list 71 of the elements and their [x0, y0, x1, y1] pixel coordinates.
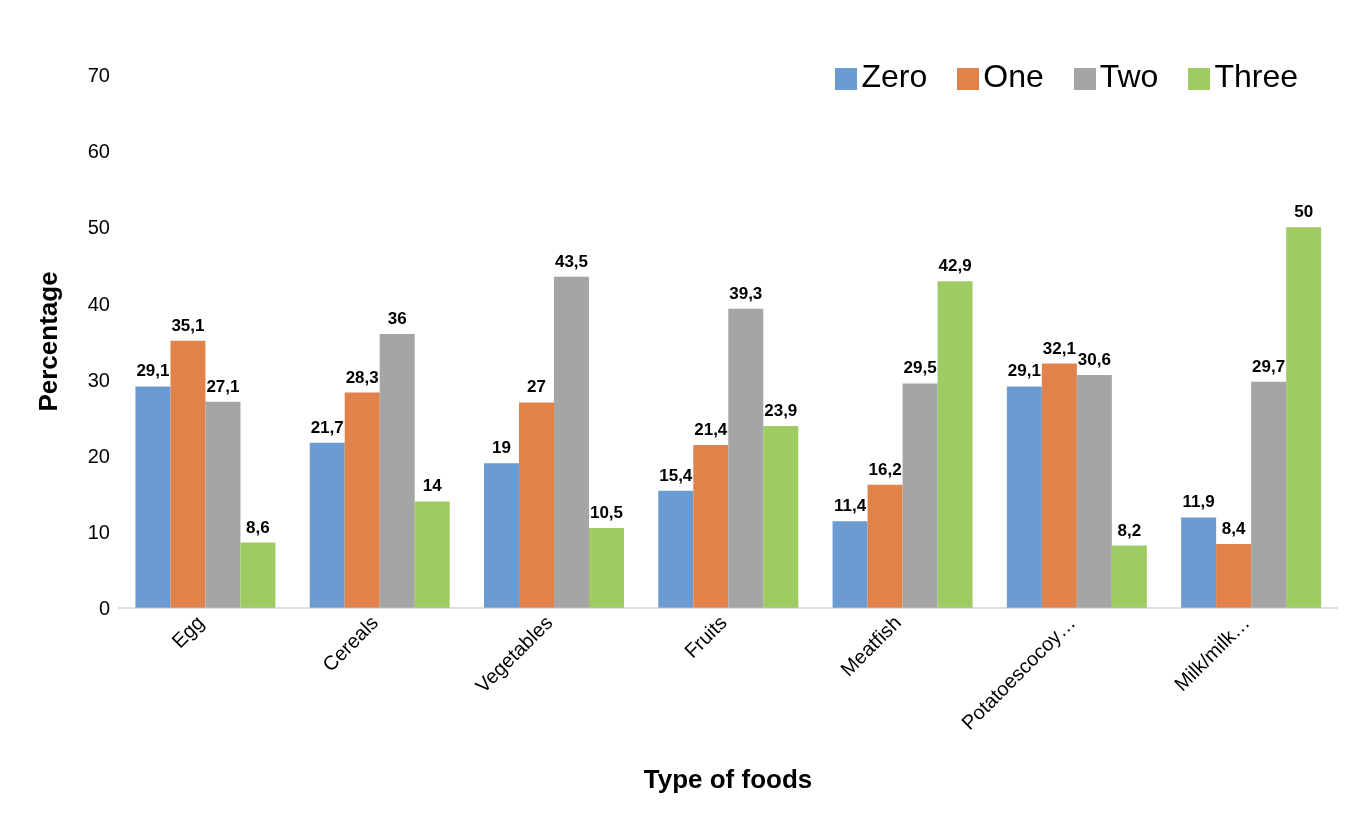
bar	[135, 386, 171, 608]
data-label: 21,7	[310, 417, 344, 437]
y-tick-label: 10	[87, 520, 110, 543]
y-axis-title: Percentage	[33, 271, 64, 412]
bar	[205, 401, 241, 608]
data-label: 27,1	[206, 376, 240, 396]
data-label: 32,1	[1042, 338, 1076, 358]
y-tick-label: 0	[98, 597, 110, 620]
y-tick-label: 20	[87, 444, 110, 467]
data-label: 21,4	[694, 420, 728, 440]
x-axis-title: Type of foods	[643, 764, 813, 794]
y-tick-label: 70	[87, 64, 110, 87]
data-label: 8,2	[1117, 520, 1142, 540]
data-label: 10,5	[589, 503, 624, 523]
bar	[693, 445, 729, 608]
x-tick-label: Egg	[167, 611, 208, 652]
bar	[170, 340, 206, 608]
bar	[1251, 381, 1287, 608]
bar	[344, 392, 380, 608]
data-label: 19	[492, 438, 511, 458]
data-label: 29,7	[1252, 356, 1286, 376]
bar	[414, 501, 450, 608]
legend-label: Zero	[861, 58, 928, 94]
bar	[728, 308, 764, 608]
data-label: 30,6	[1077, 350, 1111, 369]
data-label: 29,5	[903, 358, 937, 378]
data-label: 16,2	[868, 459, 902, 479]
bar	[379, 333, 415, 608]
bar	[658, 490, 694, 608]
bar	[1041, 363, 1077, 608]
legend-label: Three	[1214, 58, 1298, 94]
bar	[1006, 386, 1042, 608]
bar	[832, 521, 868, 608]
data-label: 27	[527, 377, 546, 397]
data-label: 36	[387, 308, 407, 328]
data-label: 35,1	[171, 315, 205, 335]
bar	[902, 383, 938, 608]
y-tick-label: 50	[87, 216, 110, 239]
bar	[309, 442, 345, 608]
data-label: 11,9	[1182, 492, 1215, 512]
data-label: 23,9	[764, 401, 798, 421]
bar	[1076, 375, 1112, 608]
bar	[484, 463, 519, 608]
bar	[1111, 545, 1147, 608]
data-label: 28,3	[345, 367, 379, 387]
y-tick-label: 60	[87, 140, 110, 163]
bar	[867, 484, 903, 608]
data-label: 11,4	[833, 496, 867, 516]
data-label: 14	[422, 476, 443, 496]
data-label: 15,4	[659, 465, 693, 485]
data-label: 42,9	[938, 256, 972, 276]
bar	[1286, 227, 1322, 608]
data-label: 50	[1294, 202, 1314, 222]
legend-label: Two	[1099, 58, 1159, 94]
y-tick-label: 40	[87, 292, 110, 315]
bar	[937, 281, 973, 608]
data-label: 8,6	[246, 517, 270, 537]
data-label: 43,5	[554, 251, 589, 271]
bar	[763, 426, 799, 608]
bar	[1181, 517, 1217, 608]
data-label: 29,1	[1007, 361, 1041, 381]
bar	[1216, 544, 1252, 608]
bar	[240, 542, 276, 608]
data-label: 8,4	[1221, 519, 1246, 539]
data-label: 39,3	[729, 283, 763, 303]
bar	[589, 528, 624, 608]
bar	[554, 276, 589, 608]
y-tick-label: 30	[87, 368, 110, 391]
legend-label: One	[983, 58, 1044, 94]
bar	[519, 402, 554, 608]
data-label: 29,1	[136, 361, 170, 381]
